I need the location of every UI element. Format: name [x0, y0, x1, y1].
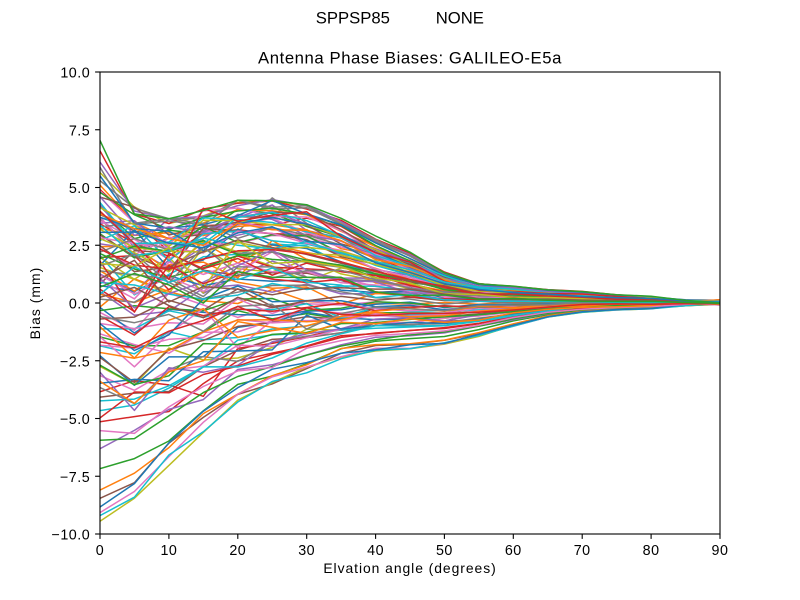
svg-text:NONE: NONE — [436, 9, 484, 28]
svg-text:2.5: 2.5 — [69, 239, 90, 255]
svg-text:−2.5: −2.5 — [60, 354, 90, 370]
svg-text:90: 90 — [712, 543, 729, 559]
svg-text:0: 0 — [96, 543, 104, 559]
svg-text:40: 40 — [367, 543, 384, 559]
svg-text:−7.5: −7.5 — [60, 470, 90, 486]
svg-text:70: 70 — [574, 543, 591, 559]
svg-text:10.0: 10.0 — [60, 66, 90, 82]
svg-text:7.5: 7.5 — [69, 123, 90, 139]
svg-text:Antenna Phase Biases: GALILEO-: Antenna Phase Biases: GALILEO-E5a — [258, 49, 562, 68]
svg-text:0.0: 0.0 — [69, 297, 90, 313]
svg-text:−5.0: −5.0 — [60, 412, 90, 428]
svg-text:5.0: 5.0 — [69, 181, 90, 197]
svg-text:50: 50 — [436, 543, 453, 559]
svg-text:SPPSP85: SPPSP85 — [316, 9, 390, 28]
svg-text:Bias (mm): Bias (mm) — [27, 267, 43, 340]
svg-text:80: 80 — [643, 543, 660, 559]
svg-text:−10.0: −10.0 — [52, 528, 91, 544]
svg-text:10: 10 — [160, 543, 177, 559]
svg-text:30: 30 — [298, 543, 315, 559]
svg-text:Elvation angle (degrees): Elvation angle (degrees) — [323, 560, 496, 576]
svg-text:20: 20 — [229, 543, 246, 559]
svg-text:60: 60 — [505, 543, 522, 559]
